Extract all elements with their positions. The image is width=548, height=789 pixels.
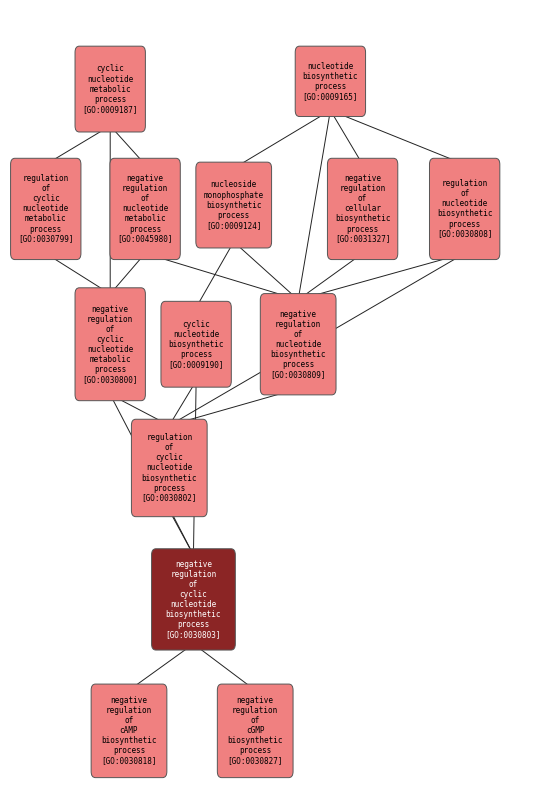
FancyBboxPatch shape bbox=[161, 301, 231, 387]
Text: regulation
of
nucleotide
biosynthetic
process
[GO:0030808]: regulation of nucleotide biosynthetic pr… bbox=[437, 179, 493, 238]
FancyBboxPatch shape bbox=[218, 684, 293, 778]
FancyBboxPatch shape bbox=[10, 159, 81, 260]
Text: negative
regulation
of
cGMP
biosynthetic
process
[GO:0030827]: negative regulation of cGMP biosynthetic… bbox=[227, 696, 283, 765]
Text: cyclic
nucleotide
metabolic
process
[GO:0009187]: cyclic nucleotide metabolic process [GO:… bbox=[82, 65, 138, 114]
FancyBboxPatch shape bbox=[132, 419, 207, 517]
FancyBboxPatch shape bbox=[196, 163, 272, 248]
Text: negative
regulation
of
cellular
biosynthetic
process
[GO:0031327]: negative regulation of cellular biosynth… bbox=[335, 174, 390, 244]
Text: cyclic
nucleotide
biosynthetic
process
[GO:0009190]: cyclic nucleotide biosynthetic process [… bbox=[168, 320, 224, 368]
FancyBboxPatch shape bbox=[152, 549, 235, 650]
FancyBboxPatch shape bbox=[75, 47, 145, 132]
Text: regulation
of
cyclic
nucleotide
metabolic
process
[GO:0030799]: regulation of cyclic nucleotide metaboli… bbox=[18, 174, 73, 244]
Text: nucleotide
biosynthetic
process
[GO:0009165]: nucleotide biosynthetic process [GO:0009… bbox=[302, 62, 358, 101]
FancyBboxPatch shape bbox=[260, 294, 336, 394]
FancyBboxPatch shape bbox=[328, 159, 398, 260]
Text: negative
regulation
of
cAMP
biosynthetic
process
[GO:0030818]: negative regulation of cAMP biosynthetic… bbox=[101, 696, 157, 765]
FancyBboxPatch shape bbox=[430, 159, 500, 260]
FancyBboxPatch shape bbox=[91, 684, 167, 778]
Text: negative
regulation
of
cyclic
nucleotide
metabolic
process
[GO:0030800]: negative regulation of cyclic nucleotide… bbox=[82, 305, 138, 384]
Text: negative
regulation
of
cyclic
nucleotide
biosynthetic
process
[GO:0030803]: negative regulation of cyclic nucleotide… bbox=[165, 559, 221, 639]
Text: negative
regulation
of
nucleotide
metabolic
process
[GO:0045980]: negative regulation of nucleotide metabo… bbox=[117, 174, 173, 244]
Text: negative
regulation
of
nucleotide
biosynthetic
process
[GO:0030809]: negative regulation of nucleotide biosyn… bbox=[270, 309, 326, 379]
FancyBboxPatch shape bbox=[75, 288, 145, 401]
FancyBboxPatch shape bbox=[110, 159, 180, 260]
FancyBboxPatch shape bbox=[295, 47, 366, 117]
Text: nucleoside
monophosphate
biosynthetic
process
[GO:0009124]: nucleoside monophosphate biosynthetic pr… bbox=[204, 181, 264, 230]
Text: regulation
of
cyclic
nucleotide
biosynthetic
process
[GO:0030802]: regulation of cyclic nucleotide biosynth… bbox=[141, 433, 197, 503]
